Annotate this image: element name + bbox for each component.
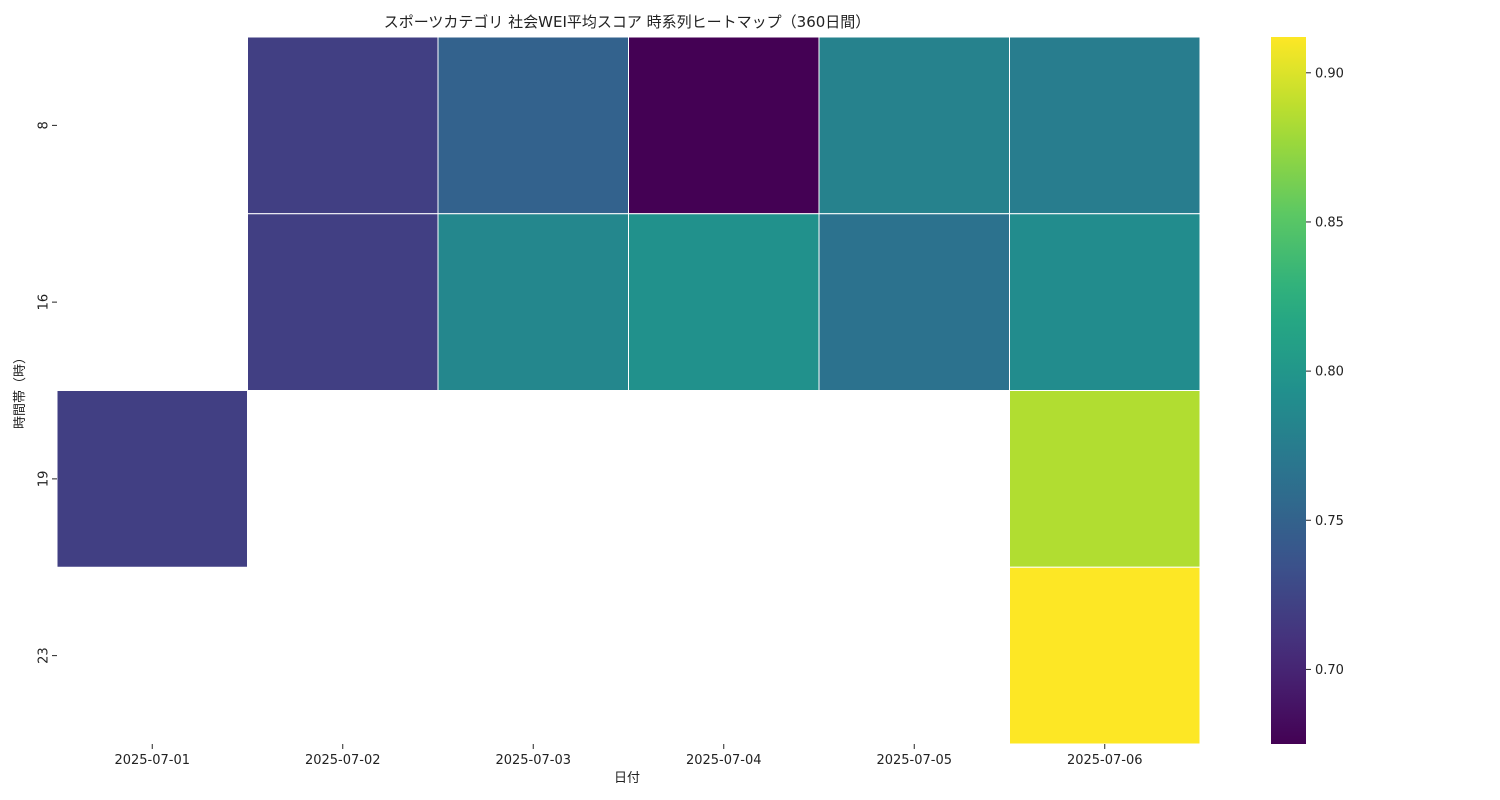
x-axis-label: 日付 xyxy=(614,771,640,786)
colorbar-tick-label: 0.75 xyxy=(1315,514,1344,529)
x-tick-label: 2025-07-05 xyxy=(876,753,952,768)
x-tick-label: 2025-07-02 xyxy=(305,753,381,768)
x-tick-label: 2025-07-04 xyxy=(686,753,762,768)
heatmap-cell xyxy=(1009,36,1201,215)
heatmap-cell xyxy=(247,213,439,391)
colorbar-tick-label: 0.90 xyxy=(1315,66,1344,81)
heatmap-cell xyxy=(1009,390,1201,568)
heatmap-cell xyxy=(628,36,820,215)
colorbar-tick-label: 0.80 xyxy=(1315,365,1344,380)
colorbar-tick-label: 0.70 xyxy=(1315,663,1344,678)
heatmap-cell xyxy=(818,213,1010,391)
heatmap-cell xyxy=(247,36,439,215)
x-axis-ticks: 2025-07-01 2025-07-02 2025-07-03 2025-07-04… xyxy=(114,744,1143,768)
heatmap-cell xyxy=(818,36,1010,215)
y-tick-label: 16 xyxy=(37,294,52,311)
heatmap-cell xyxy=(56,390,248,568)
chart-title: スポーツカテゴリ 社会WEI平均スコア 時系列ヒートマップ（360日間） xyxy=(384,13,871,31)
heatmap-cell xyxy=(437,36,629,215)
y-tick-label: 8 xyxy=(37,121,52,129)
y-tick-label: 19 xyxy=(37,471,52,488)
colorbar xyxy=(1271,37,1306,744)
colorbar-ticks: 0.70 0.75 0.80 0.85 0.90 xyxy=(1306,66,1344,678)
y-tick-label: 23 xyxy=(37,647,52,664)
x-tick-label: 2025-07-03 xyxy=(495,753,571,768)
heatmap-cell xyxy=(1009,566,1201,745)
y-axis-ticks: 8 16 19 23 xyxy=(37,121,57,664)
x-tick-label: 2025-07-01 xyxy=(114,753,190,768)
y-axis-label: 時間帯（時） xyxy=(13,351,28,429)
heatmap-cells xyxy=(56,36,1201,745)
x-tick-label: 2025-07-06 xyxy=(1067,753,1143,768)
heatmap-cell xyxy=(1009,213,1201,391)
heatmap-cell xyxy=(437,213,629,391)
heatmap-cell xyxy=(628,213,820,391)
colorbar-tick-label: 0.85 xyxy=(1315,216,1344,231)
